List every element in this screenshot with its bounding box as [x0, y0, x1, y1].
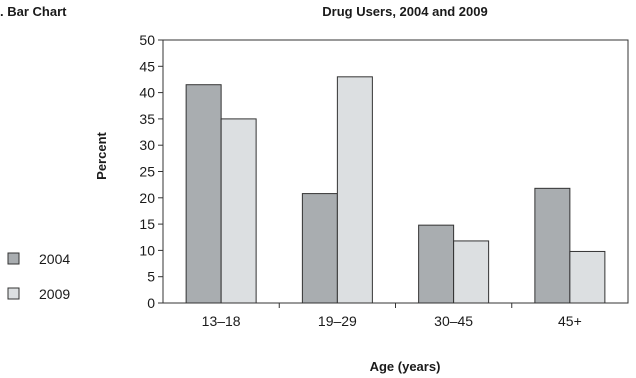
bar-2004-30–45 — [418, 224, 455, 304]
bar-2004-19–29 — [301, 193, 338, 304]
panel-label: . Bar Chart — [0, 4, 67, 19]
x-tick-label: 19–29 — [318, 313, 357, 329]
bar-2009-13–18 — [220, 118, 257, 304]
y-tick-label: 35 — [139, 111, 155, 127]
bars — [185, 76, 606, 304]
legend: 2004 2009 — [7, 251, 70, 302]
x-tick-label: 45+ — [558, 313, 582, 329]
y-tick-label: 45 — [139, 58, 155, 74]
bar-2004-45+ — [534, 187, 571, 304]
y-tick-label: 5 — [147, 269, 155, 285]
legend-label: 2004 — [39, 251, 70, 267]
bar-2009-19–29 — [336, 76, 373, 304]
x-axis: 13–18 19–29 30–45 45+ — [202, 303, 582, 329]
y-tick-label: 15 — [139, 216, 155, 232]
y-tick-label: 50 — [139, 32, 155, 48]
y-tick-label: 0 — [147, 295, 155, 311]
bar-2004-13–18 — [185, 84, 222, 304]
y-tick-label: 25 — [139, 164, 155, 180]
legend-swatch-2009 — [7, 287, 20, 300]
x-axis-label: Age (years) — [370, 359, 441, 374]
y-axis-label: Percent — [94, 131, 109, 179]
y-tick-label: 10 — [139, 242, 155, 258]
legend-label: 2009 — [39, 286, 70, 302]
y-tick-label: 40 — [139, 85, 155, 101]
x-tick-label: 13–18 — [202, 313, 241, 329]
bar-2009-45+ — [569, 250, 606, 304]
x-tick-label: 30–45 — [434, 313, 473, 329]
legend-swatch-2004 — [7, 252, 20, 265]
y-tick-label: 30 — [139, 137, 155, 153]
y-tick-label: 20 — [139, 190, 155, 206]
y-axis: 0 5 10 15 20 25 30 35 40 45 50 — [139, 32, 163, 311]
bar-2009-30–45 — [453, 240, 490, 304]
chart-title: Drug Users, 2004 and 2009 — [322, 4, 487, 19]
